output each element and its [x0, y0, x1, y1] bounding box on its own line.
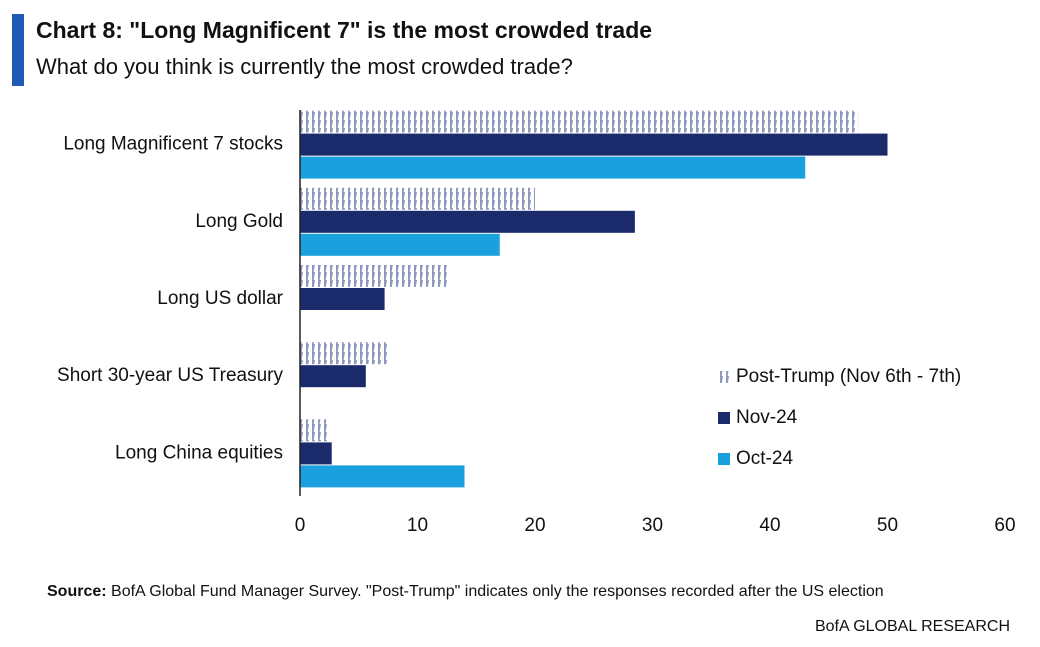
y-tick-label: Long Magnificent 7 stocks [63, 134, 283, 155]
bar [300, 156, 806, 179]
bar [300, 233, 500, 256]
x-tick-label: 50 [877, 515, 898, 536]
x-tick-label: 0 [295, 515, 306, 536]
x-tick-label: 40 [759, 515, 780, 536]
source-label: Source: [47, 583, 107, 600]
legend-label: Oct-24 [736, 448, 793, 469]
x-tick-label: 60 [994, 515, 1015, 536]
y-tick-label: Long Gold [195, 211, 283, 232]
bar [300, 265, 447, 287]
chart-title: Chart 8: "Long Magnificent 7" is the mos… [36, 17, 652, 43]
bar [300, 419, 330, 442]
legend-swatch [718, 412, 730, 424]
x-tick-label: 20 [524, 515, 545, 536]
bar [300, 210, 635, 233]
source: Source: BofA Global Fund Manager Survey.… [47, 583, 884, 600]
x-tick-label: 10 [407, 515, 428, 536]
bar [300, 465, 465, 488]
bar [300, 110, 859, 133]
bar [300, 288, 385, 310]
legend-label: Nov-24 [736, 407, 798, 428]
chart-subtitle: What do you think is currently the most … [36, 54, 573, 79]
bar [300, 342, 389, 365]
bar [300, 442, 332, 465]
y-tick-label: Long China equities [115, 442, 283, 463]
source-text: BofA Global Fund Manager Survey. "Post-T… [111, 583, 884, 600]
title-accent [12, 14, 24, 86]
y-tick-label: Short 30-year US Treasury [57, 365, 283, 386]
bar [300, 187, 535, 210]
legend-label: Post-Trump (Nov 6th - 7th) [736, 366, 961, 387]
legend-swatch [718, 453, 730, 465]
footer: BofA GLOBAL RESEARCH [815, 618, 1010, 635]
legend-swatch [718, 371, 730, 383]
y-tick-label: Long US dollar [157, 288, 283, 309]
x-tick-label: 30 [642, 515, 663, 536]
bar [300, 365, 366, 388]
bar [300, 133, 888, 156]
